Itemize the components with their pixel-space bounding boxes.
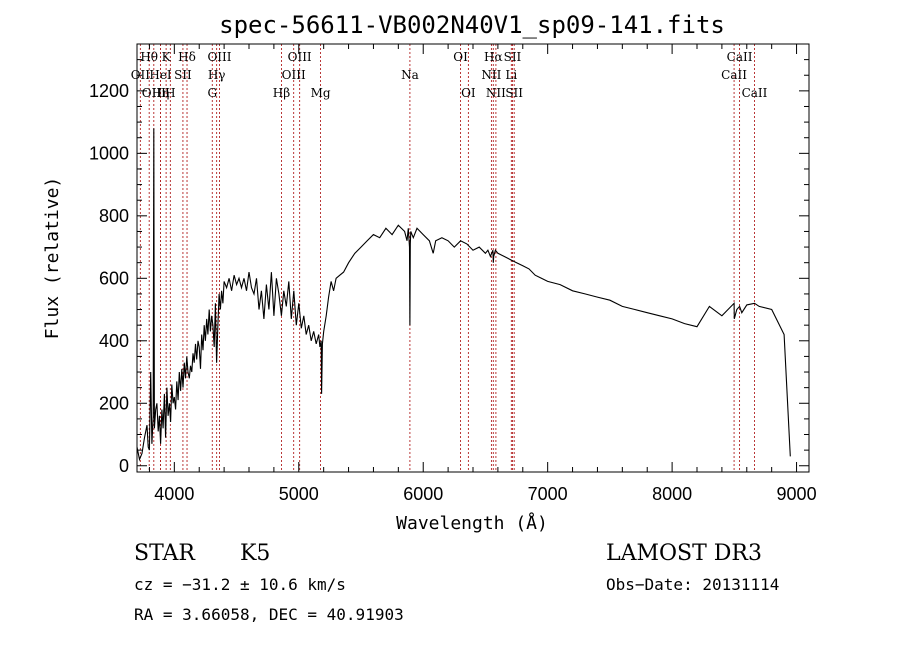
chart-title: spec-56611-VB002N40V1_sp09-141.fits [219,11,725,39]
x-axis-ticks: 4000 5000 6000 7000 8000 9000 [148,44,817,504]
emission-line-label: SII [174,68,192,82]
emission-line-label: Hγ [208,68,226,82]
observation-date: Obs−Date: 20131114 [606,575,779,594]
y-tick-label: 400 [99,331,129,351]
survey-name: LAMOST DR3 [606,541,762,566]
emission-line-label: CaII [742,86,768,100]
spectrum-line [136,128,791,462]
emission-line-label: Mg [311,86,331,100]
y-axis-ticks: 0 200 400 600 800 1000 1200 [89,59,809,476]
emission-line-label: HeI [149,68,172,82]
object-class: STAR [134,541,196,566]
emission-line-label: G [207,86,217,100]
emission-line-label: OIII [282,68,306,82]
emission-line-label: CaII [721,68,747,82]
object-subclass: K5 [240,541,270,566]
y-tick-label: 0 [119,456,129,476]
x-tick-label: 8000 [652,484,692,504]
emission-line-label: OI [453,50,468,64]
emission-line-label: OIII [142,86,166,100]
plot-frame [136,43,810,473]
y-tick-label: 1000 [89,143,129,163]
emission-line-label: OIII [288,50,312,64]
x-tick-label: 6000 [403,484,443,504]
x-tick-label: 9000 [777,484,817,504]
y-tick-label: 1200 [89,81,129,101]
y-tick-label: 200 [99,393,129,413]
emission-line-label: Hδ [178,50,196,64]
x-tick-label: 4000 [154,484,194,504]
coordinates: RA = 3.66058, DEC = 40.91903 [134,605,404,624]
emission-line-label: NII [481,68,501,82]
x-axis-label: Wavelength (Å) [396,512,548,534]
y-tick-label: 600 [99,268,129,288]
emission-line-label: SII [505,86,523,100]
emission-line-label: OI [461,86,476,100]
emission-line-label: Hθ [140,50,158,64]
emission-line-label: K [162,50,172,64]
emission-line-label: Hα [484,50,503,64]
emission-line-label: Na [401,68,419,82]
emission-line-markers [139,44,755,472]
y-tick-label: 800 [99,206,129,226]
emission-line-label: H [165,86,175,100]
x-tick-label: 5000 [279,484,319,504]
emission-line-label: CaII [727,50,753,64]
emission-line-label: NII [486,86,506,100]
y-axis-label: Flux (relative) [42,177,63,340]
emission-line-label: Li [505,68,517,82]
redshift-cz: cz = −31.2 ± 10.6 km/s [134,575,346,594]
emission-line-label: Hβ [273,86,290,100]
x-tick-label: 7000 [528,484,568,504]
emission-line-label: OIII [207,50,231,64]
emission-line-label: SII [504,50,522,64]
emission-line-label: Hη [152,86,170,100]
